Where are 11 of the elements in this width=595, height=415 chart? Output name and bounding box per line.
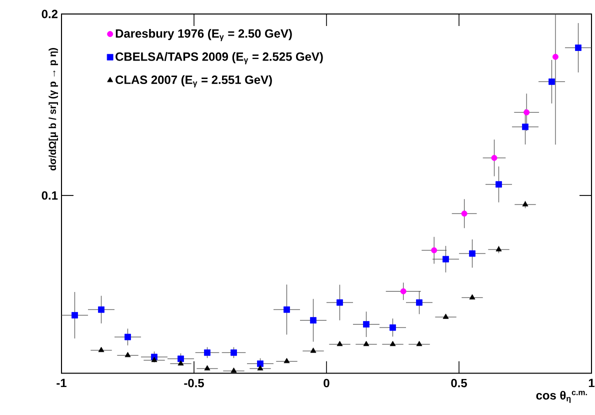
y-axis-title: dσ/dΩ[μ b / sr] (γ p → p η) xyxy=(48,48,58,170)
x-tick-label: -0.5 xyxy=(184,378,204,388)
x-tick-label: -1 xyxy=(56,378,66,388)
legend-label: CLAS 2007 (E$_{γ}$ = 2.551 GeV) xyxy=(116,75,272,88)
x-tick-label: 0.5 xyxy=(451,378,467,388)
x-tick-label: 0 xyxy=(324,378,330,388)
y-tick-label: 0.1 xyxy=(42,191,58,200)
legend-label: CBELSA/TAPS 2009 (E$_{γ}$ = 2.525 GeV) xyxy=(116,52,323,64)
y-tick-label: 0.2 xyxy=(42,10,58,18)
legend-label: Daresbury 1976 (E$_{γ}$ = 2.50 GeV) xyxy=(116,28,292,42)
x-tick-label: 1 xyxy=(588,378,594,388)
